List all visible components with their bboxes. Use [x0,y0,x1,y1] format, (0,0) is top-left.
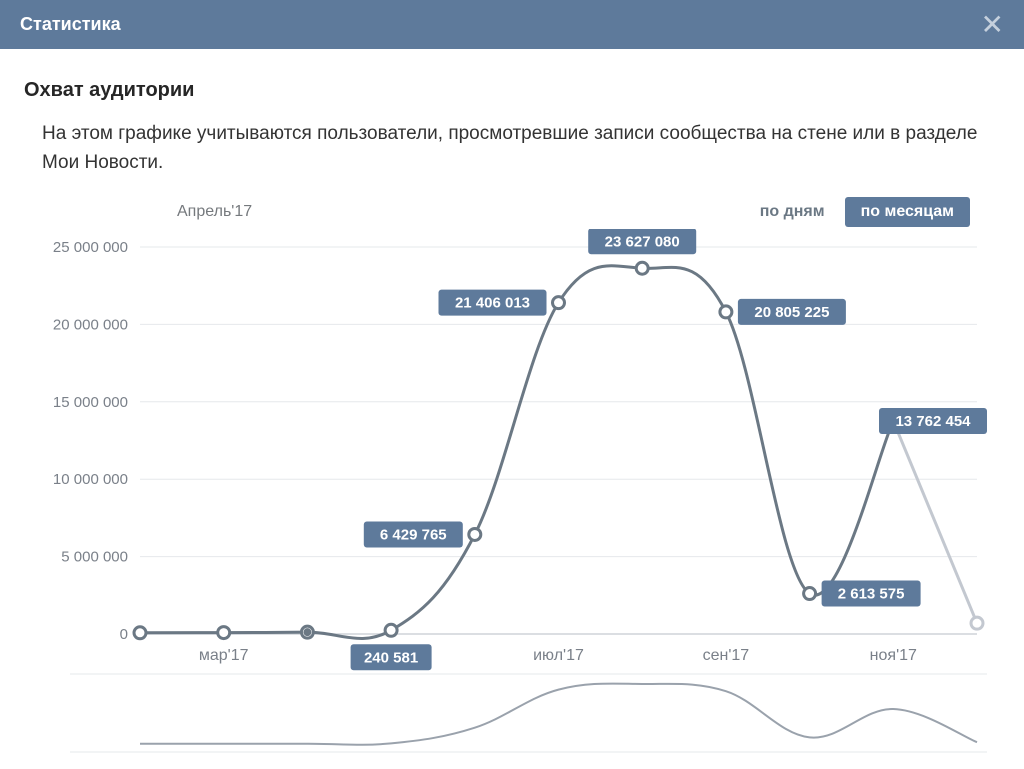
svg-text:15 000 000: 15 000 000 [53,394,128,411]
svg-text:сен'17: сен'17 [703,647,750,664]
toggle-by-month[interactable]: по месяцам [845,197,970,227]
svg-text:5 000 000: 5 000 000 [61,549,128,566]
svg-text:ноя'17: ноя'17 [870,647,917,664]
modal-content: Охват аудитории На этом графике учитываю… [0,49,1024,769]
svg-text:10 000 000: 10 000 000 [53,471,128,488]
section-description: На этом графике учитываются пользователи… [42,120,982,177]
line-chart: 0 5 000 000 10 000 000 15 000 000 20 000 000… [32,229,1000,759]
svg-text:20 000 000: 20 000 000 [53,316,128,333]
svg-text:мар'17: мар'17 [199,647,249,664]
modal-header: Статистика ✕ [0,0,1024,49]
svg-text:20 805 225: 20 805 225 [754,304,829,321]
svg-text:июл'17: июл'17 [533,647,584,664]
hover-month-label: Апрель'17 [177,203,252,221]
chart-area: Апрель'17 по дням по месяцам 0 5 000 000 1… [32,195,992,759]
view-toggle-group: по дням по месяцам [744,197,970,227]
chart-controls: Апрель'17 по дням по месяцам [32,195,992,229]
svg-text:25 000 000: 25 000 000 [53,239,128,256]
section-title: Охват аудитории [24,79,1000,102]
svg-text:13 762 454: 13 762 454 [895,413,971,430]
toggle-by-day[interactable]: по дням [744,197,841,227]
close-icon[interactable]: ✕ [981,15,1004,35]
modal-title: Статистика [20,14,121,35]
svg-text:240 581: 240 581 [364,649,418,666]
svg-text:2 613 575: 2 613 575 [838,586,905,603]
svg-text:0: 0 [120,626,128,643]
svg-text:6 429 765: 6 429 765 [380,526,447,543]
svg-text:23 627 080: 23 627 080 [605,233,680,250]
stats-modal: Статистика ✕ Охват аудитории На этом гра… [0,0,1024,767]
svg-text:21 406 013: 21 406 013 [455,295,530,312]
